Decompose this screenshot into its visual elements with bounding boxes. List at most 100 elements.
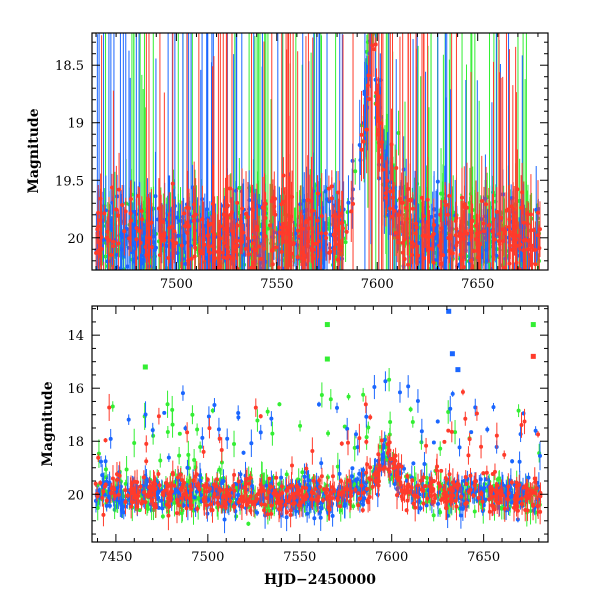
- data-point: [255, 418, 260, 423]
- data-point: [267, 270, 271, 274]
- data-point: [177, 431, 182, 436]
- data-point: [277, 402, 282, 407]
- data-point: [353, 169, 358, 174]
- data-point: [306, 478, 311, 483]
- data-point: [512, 276, 516, 280]
- data-point: [318, 284, 322, 288]
- data-point: [345, 426, 350, 431]
- data-point: [362, 92, 367, 97]
- data-point: [153, 245, 158, 250]
- data-point: [216, 275, 220, 279]
- data-point: [490, 229, 495, 234]
- data-point: [284, 230, 289, 235]
- data-point: [96, 224, 101, 229]
- data-point: [369, 25, 373, 29]
- data-point: [183, 261, 188, 266]
- data-point: [250, 273, 254, 277]
- data-point: [197, 274, 201, 278]
- data-point: [410, 419, 415, 424]
- data-point: [103, 467, 108, 472]
- data-point: [160, 506, 165, 511]
- data-point: [507, 261, 512, 266]
- data-point: [185, 465, 190, 470]
- data-point: [369, 3, 373, 7]
- top-panel-frame: [91, 32, 549, 271]
- data-point: [104, 235, 109, 240]
- data-point: [179, 272, 183, 276]
- data-point: [455, 240, 460, 245]
- bottom-panel-data-points: [93, 308, 543, 534]
- data-point: [386, 212, 391, 217]
- data-point: [457, 445, 462, 450]
- y-tick-label: 20: [67, 232, 84, 247]
- data-point: [280, 232, 285, 237]
- data-point: [457, 233, 462, 238]
- data-point: [324, 235, 329, 240]
- data-point: [438, 510, 443, 515]
- data-point: [371, 47, 376, 52]
- data-point: [517, 459, 522, 464]
- data-point: [296, 228, 301, 233]
- data-point: [364, 435, 369, 440]
- data-point: [262, 246, 267, 251]
- data-point: [180, 508, 185, 513]
- data-point: [170, 238, 175, 243]
- data-point: [516, 408, 521, 413]
- data-point: [302, 474, 307, 479]
- data-point: [206, 223, 211, 228]
- data-point: [298, 223, 303, 228]
- data-point: [315, 218, 320, 223]
- data-point: [227, 254, 232, 259]
- data-point: [185, 230, 190, 235]
- data-point: [117, 187, 122, 192]
- data-point: [202, 242, 207, 247]
- data-point: [319, 231, 324, 236]
- data-point: [507, 229, 512, 234]
- data-point: [95, 506, 100, 511]
- data-point: [383, 379, 388, 384]
- data-point: [531, 508, 536, 513]
- data-point: [281, 173, 286, 178]
- data-point: [96, 451, 101, 456]
- data-point: [332, 271, 336, 275]
- data-point: [446, 409, 451, 414]
- data-point: [210, 201, 215, 206]
- data-point: [306, 239, 311, 244]
- data-point: [220, 250, 225, 255]
- data-point: [159, 236, 164, 241]
- data-point: [172, 204, 177, 209]
- data-point: [335, 257, 340, 262]
- data-point: [408, 407, 413, 412]
- data-point: [160, 219, 165, 224]
- data-point: [106, 238, 111, 243]
- data-point: [235, 273, 239, 277]
- data-point: [120, 202, 125, 207]
- data-point: [132, 276, 136, 280]
- data-point: [261, 479, 266, 484]
- data-point: [529, 244, 534, 249]
- data-point: [373, 42, 378, 47]
- data-point: [380, 140, 385, 145]
- data-point: [431, 271, 435, 275]
- data-point: [128, 211, 133, 216]
- data-point: [370, 2, 374, 6]
- data-point: [528, 212, 533, 217]
- data-point: [436, 501, 441, 506]
- data-point: [132, 440, 137, 445]
- data-point: [414, 225, 419, 230]
- data-point: [243, 246, 248, 251]
- data-point: [408, 198, 413, 203]
- data-point: [528, 508, 533, 513]
- data-point: [234, 270, 238, 274]
- x-tick-label: 7550: [260, 277, 293, 292]
- data-point: [406, 384, 411, 389]
- data-point: [182, 211, 187, 216]
- x-tick-label: 7600: [361, 277, 394, 292]
- data-point: [375, 492, 380, 497]
- data-point: [186, 271, 190, 275]
- data-point: [374, 90, 379, 95]
- data-point: [143, 245, 148, 250]
- data-point: [410, 206, 415, 211]
- data-point: [111, 272, 115, 276]
- data-point: [431, 231, 436, 236]
